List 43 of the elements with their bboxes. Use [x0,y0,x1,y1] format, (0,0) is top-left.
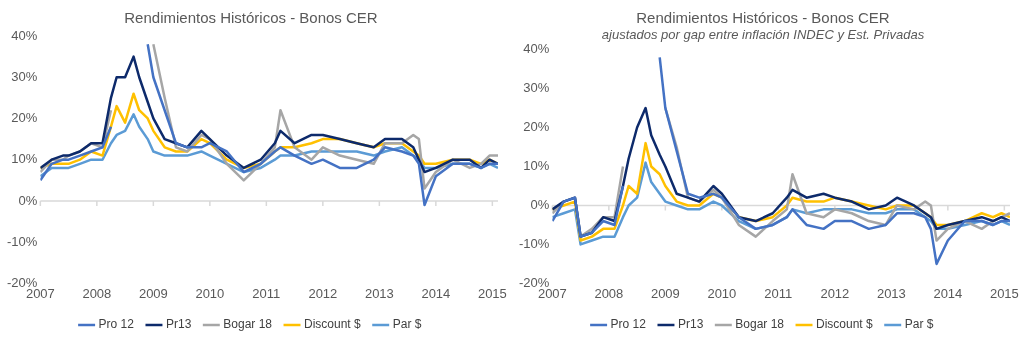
legend-label: Pr13 [165,317,192,332]
legend-label: Pr13 [677,317,704,332]
legend-label: Bogar 18 [735,317,785,332]
y-tick-label: 0% [530,197,550,213]
legend-label: Bogar 18 [223,317,273,332]
x-tick-label: 2012 [820,285,850,301]
x-tick-label: 2009 [138,285,168,301]
x-tick-label: 2011 [252,285,281,301]
chart-title: Rendimientos Históricos - Bonos CER [636,9,890,27]
x-tick-label: 2008 [82,285,112,301]
y-tick-label: 30% [11,68,38,84]
chart-subtitle: ajustados por gap entre inflación INDEC y Est. Privadas [601,27,925,43]
y-tick-label: 20% [11,110,38,126]
x-tick-label: 2010 [195,285,225,301]
legend-label: Discount $ [816,317,874,332]
legend-label: Discount $ [304,317,362,332]
y-tick-label: 10% [11,151,38,167]
legend-label: Par $ [392,317,422,332]
x-tick-label: 2008 [594,285,624,301]
y-tick-label: -20% [518,274,550,290]
legend-label: Par $ [904,317,934,332]
y-tick-label: 40% [11,27,38,43]
x-tick-label: 2011 [764,285,793,301]
y-tick-label: -20% [6,274,38,290]
x-tick-label: 2013 [364,285,394,301]
y-tick-label: 40% [523,41,550,57]
x-tick-label: 2012 [308,285,338,301]
x-tick-label: 2013 [876,285,906,301]
chart-title: Rendimientos Históricos - Bonos CER [124,9,378,27]
y-tick-label: 30% [523,80,550,96]
legend-label: Pro 12 [610,317,647,332]
legend-label: Pro 12 [98,317,135,332]
x-tick-label: 2010 [707,285,737,301]
x-tick-label: 2009 [650,285,680,301]
x-tick-label: 2015 [477,285,507,301]
x-tick-label: 2015 [989,285,1019,301]
y-tick-label: 10% [523,158,550,174]
y-tick-label: 0% [18,192,38,208]
y-tick-label: 20% [523,119,550,135]
x-tick-label: 2014 [933,285,963,301]
x-tick-label: 2014 [421,285,451,301]
y-tick-label: -10% [6,233,38,249]
y-tick-label: -10% [518,236,550,252]
